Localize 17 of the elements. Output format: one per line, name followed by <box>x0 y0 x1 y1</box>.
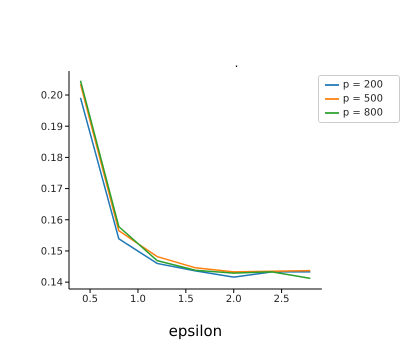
x-axis-title: epsilon <box>168 322 222 340</box>
y-tick-label: 0.14 <box>40 278 63 289</box>
y-tick-label: 0.17 <box>40 184 63 196</box>
y-tick-label: 0.20 <box>40 90 63 102</box>
y-tick-label: 0.18 <box>40 152 63 164</box>
x-tick-label: 2.5 <box>274 294 290 306</box>
y-tick-label: 0.19 <box>40 122 63 133</box>
x-tick-label: 0.5 <box>82 294 98 306</box>
y-tick-label: 0.15 <box>40 246 63 258</box>
legend-label: p = 200 <box>342 80 383 91</box>
x-tick-label: 2.0 <box>226 294 242 306</box>
x-tick-label: 1.0 <box>130 294 146 306</box>
chart-title: . <box>234 56 240 70</box>
y-tick-label: 0.16 <box>40 215 63 226</box>
legend-label: p = 800 <box>342 108 383 119</box>
legend-label: p = 500 <box>342 94 383 105</box>
x-tick-label: 1.5 <box>178 294 194 306</box>
